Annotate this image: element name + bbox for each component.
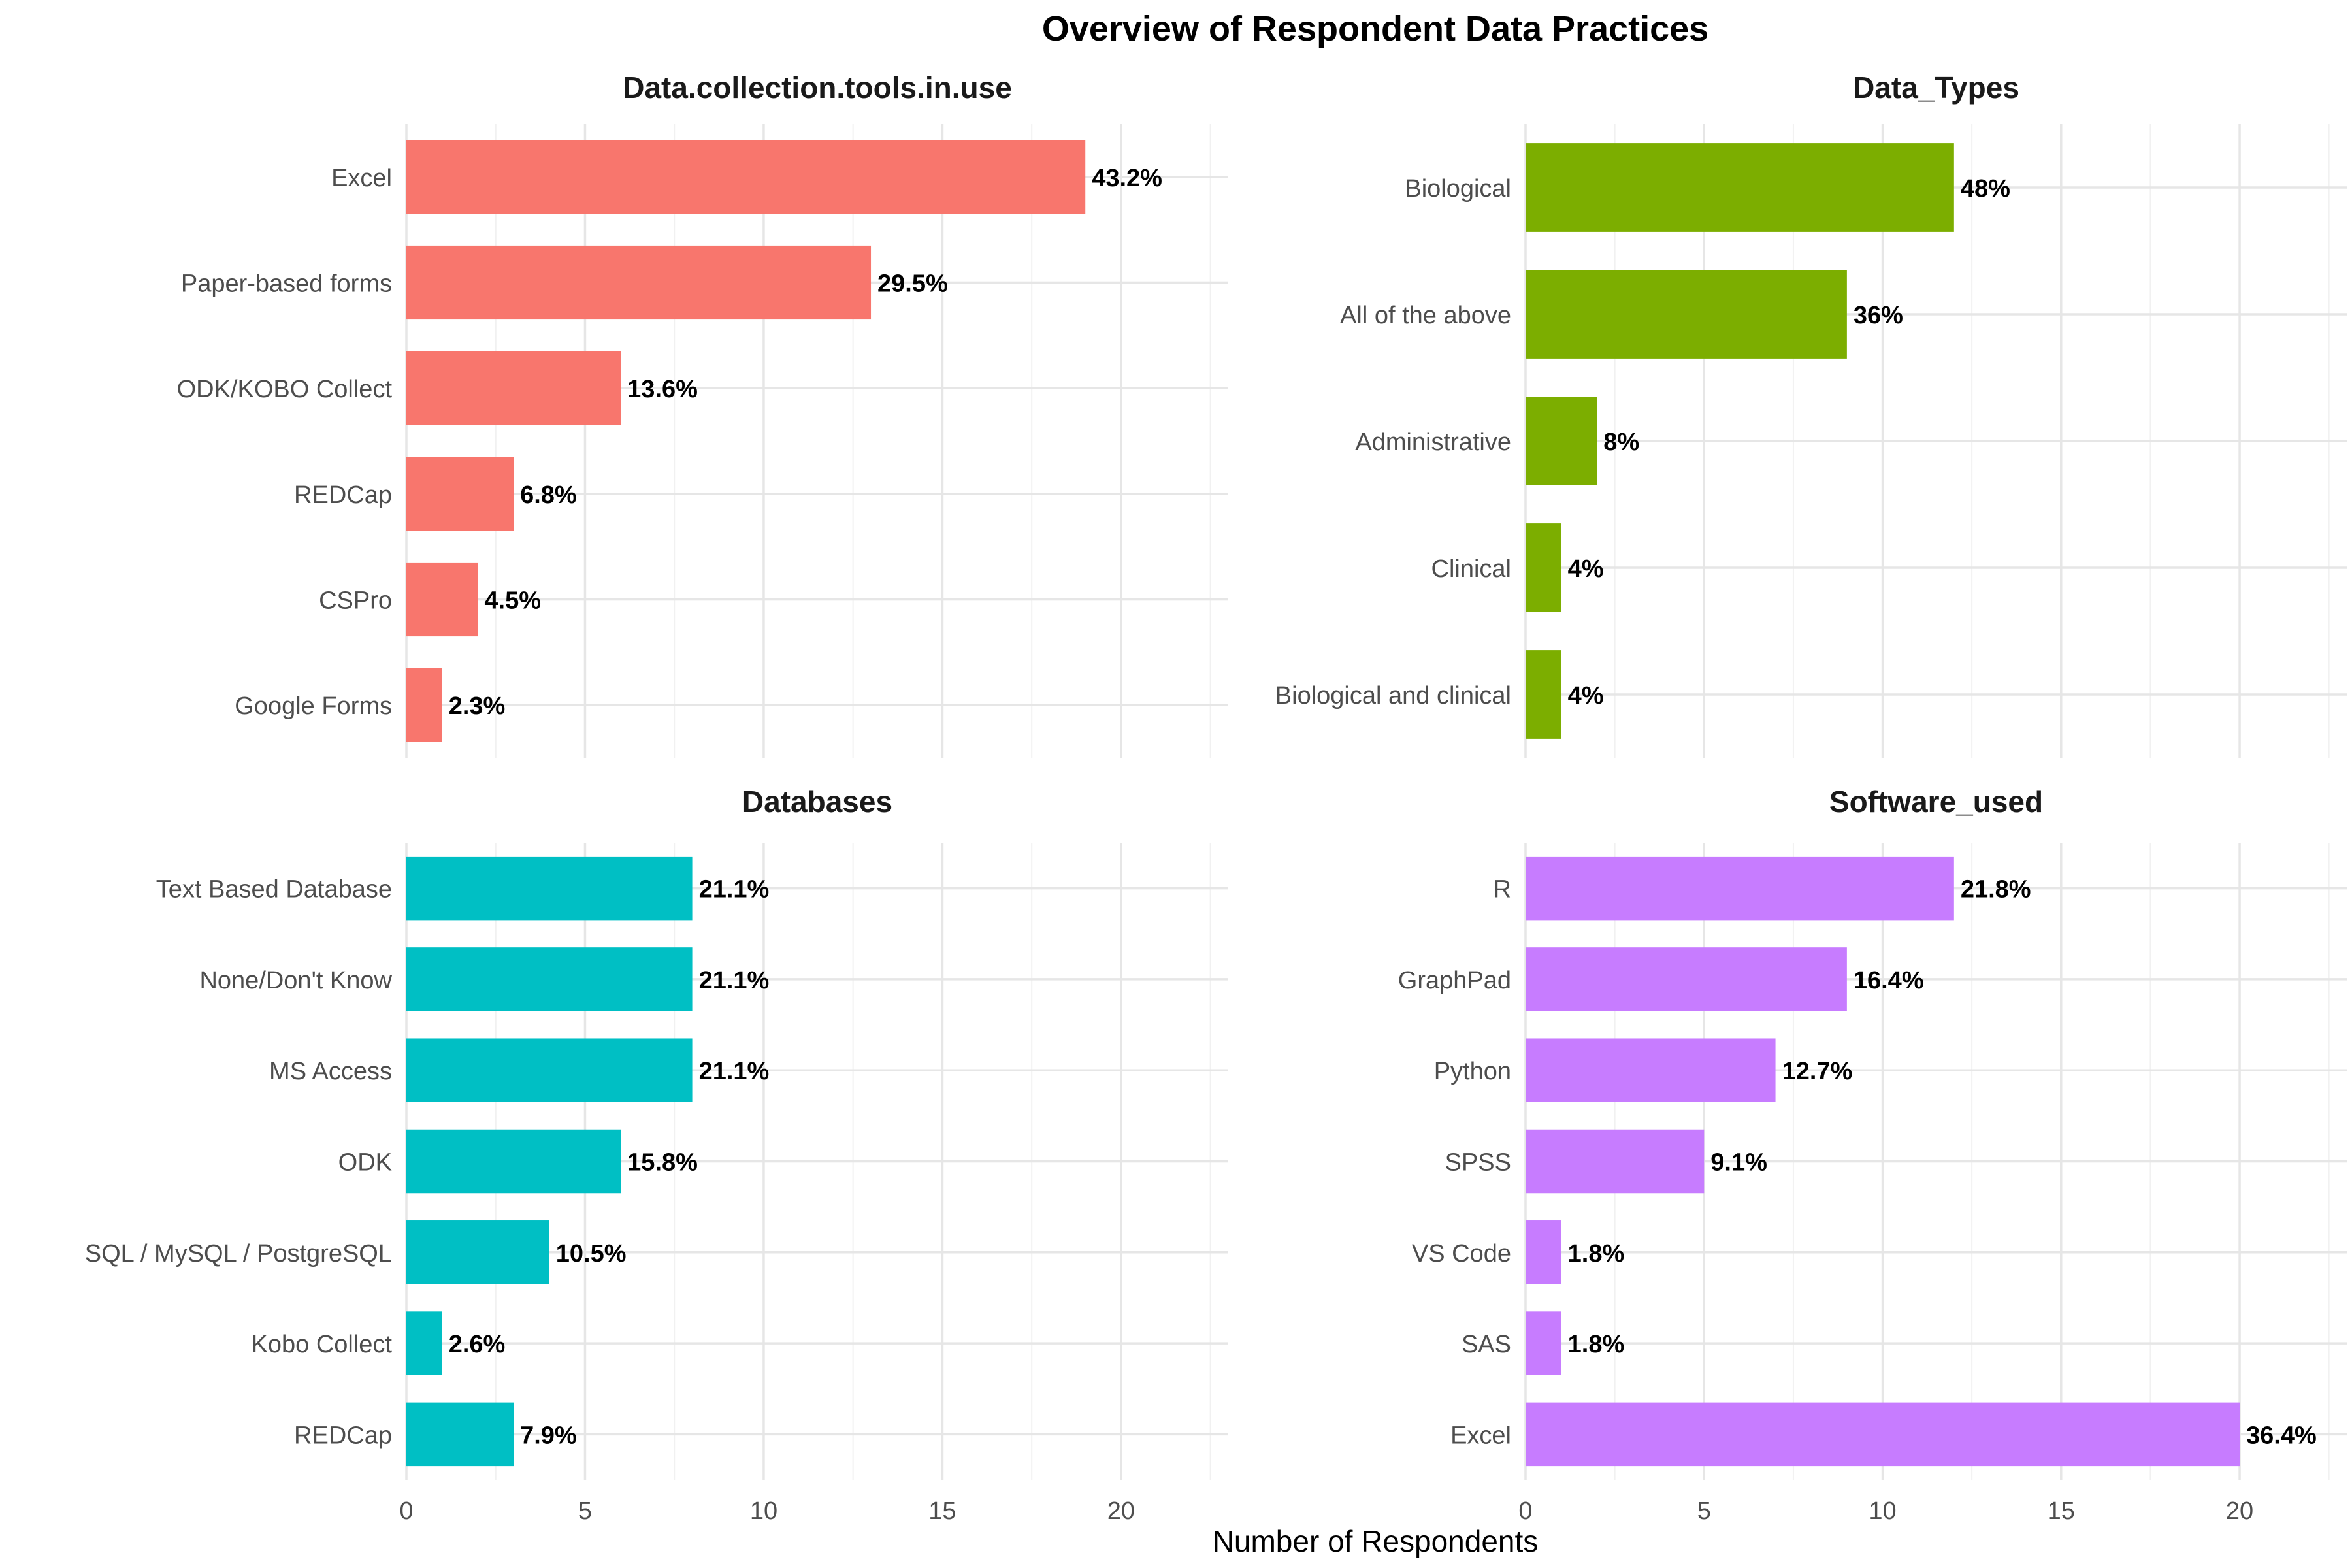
panel-title: Software_used (1829, 785, 2043, 819)
bar (1526, 1311, 1561, 1375)
bar (1526, 397, 1597, 485)
panel-title: Data.collection.tools.in.use (623, 71, 1012, 105)
bar (1526, 270, 1847, 359)
bar (406, 856, 693, 921)
bar (1526, 1402, 2240, 1467)
x-tick-label: 20 (1107, 1497, 1135, 1525)
bar (406, 245, 872, 320)
value-label: 2.6% (449, 1331, 506, 1358)
value-label: 2.3% (449, 693, 506, 720)
chart-title: Overview of Respondent Data Practices (1042, 9, 1708, 48)
bar (1526, 650, 1561, 739)
value-label: 1.8% (1568, 1331, 1625, 1358)
x-tick-label: 5 (1697, 1497, 1711, 1525)
value-label: 29.5% (877, 270, 948, 298)
category-label: Text Based Database (156, 876, 392, 904)
category-label: Administrative (1355, 429, 1511, 456)
value-label: 15.8% (627, 1149, 698, 1177)
category-label: SPSS (1445, 1149, 1511, 1177)
category-label: Paper-based forms (181, 270, 392, 298)
value-label: 21.1% (699, 967, 770, 994)
bar (1526, 143, 1954, 232)
category-label: MS Access (269, 1058, 392, 1085)
value-label: 12.7% (1782, 1058, 1853, 1085)
value-label: 48% (1961, 175, 2010, 203)
category-label: REDCap (294, 482, 392, 509)
category-label: Biological and clinical (1275, 682, 1511, 710)
bar (406, 1311, 442, 1375)
value-label: 13.6% (627, 376, 698, 403)
x-tick-label: 0 (1518, 1497, 1532, 1525)
value-label: 7.9% (520, 1422, 577, 1449)
bar (406, 1402, 514, 1467)
value-label: 9.1% (1710, 1149, 1767, 1177)
bar (406, 947, 693, 1011)
chart-panels: Data.collection.tools.in.use Excel 43.2% Pa… (85, 71, 2347, 1525)
value-label: 36.4% (2246, 1422, 2317, 1449)
x-tick-label: 10 (1869, 1497, 1896, 1525)
value-label: 21.8% (1961, 876, 2031, 904)
value-label: 4% (1568, 555, 1604, 583)
bar (406, 1038, 693, 1102)
panel-4: Software_used R 21.8% GraphPad 16.4% Python 12… (1398, 785, 2347, 1525)
bar (406, 457, 514, 531)
category-label: ODK (338, 1149, 392, 1177)
panel-1: Data.collection.tools.in.use Excel 43.2% Pa… (177, 71, 1228, 758)
value-label: 43.2% (1092, 165, 1162, 192)
bar (406, 1220, 549, 1284)
category-label: REDCap (294, 1422, 392, 1449)
category-label: ODK/KOBO Collect (177, 376, 393, 403)
category-label: Excel (1450, 1422, 1511, 1449)
category-label: All of the above (1340, 302, 1511, 329)
bar (1526, 1129, 1705, 1194)
category-label: SAS (1462, 1331, 1511, 1358)
x-tick-label: 10 (750, 1497, 777, 1525)
bar (1526, 856, 1954, 921)
value-label: 21.1% (699, 876, 770, 904)
x-tick-label: 15 (2048, 1497, 2075, 1525)
panel-2: Data_Types Biological 48% All of the above 3… (1275, 71, 2347, 758)
value-label: 21.1% (699, 1058, 770, 1085)
bar (1526, 1038, 1776, 1102)
category-label: R (1494, 876, 1511, 904)
bar (1526, 1220, 1561, 1284)
category-label: Biological (1405, 175, 1511, 203)
category-label: Google Forms (235, 693, 392, 720)
value-label: 6.8% (520, 482, 577, 509)
panel-title: Data_Types (1853, 71, 2019, 105)
x-tick-label: 5 (578, 1497, 592, 1525)
value-label: 4.5% (484, 587, 541, 615)
category-label: Clinical (1431, 555, 1511, 583)
x-tick-label: 0 (399, 1497, 413, 1525)
value-label: 10.5% (556, 1240, 627, 1267)
category-label: Python (1434, 1058, 1511, 1085)
x-axis-label: Number of Respondents (1213, 1524, 1539, 1558)
value-label: 1.8% (1568, 1240, 1625, 1267)
x-tick-label: 15 (928, 1497, 956, 1525)
bar (406, 1129, 621, 1194)
category-label: SQL / MySQL / PostgreSQL (85, 1240, 392, 1267)
value-label: 8% (1603, 429, 1639, 456)
category-label: VS Code (1412, 1240, 1511, 1267)
value-label: 36% (1854, 302, 1903, 329)
bar (406, 351, 621, 425)
x-tick-label: 20 (2226, 1497, 2253, 1525)
value-label: 16.4% (1854, 967, 1924, 994)
panel-title: Databases (742, 785, 892, 819)
category-label: Excel (331, 165, 392, 192)
category-label: CSPro (319, 587, 392, 615)
value-label: 4% (1568, 682, 1604, 710)
bar (406, 562, 478, 637)
category-label: None/Don't Know (199, 967, 392, 994)
bar (406, 140, 1086, 214)
bar (1526, 523, 1561, 612)
category-label: Kobo Collect (252, 1331, 393, 1358)
category-label: GraphPad (1398, 967, 1511, 994)
panel-3: Databases Text Based Database 21.1% None/Do… (85, 785, 1228, 1525)
bar (1526, 947, 1847, 1011)
bar (406, 668, 442, 742)
